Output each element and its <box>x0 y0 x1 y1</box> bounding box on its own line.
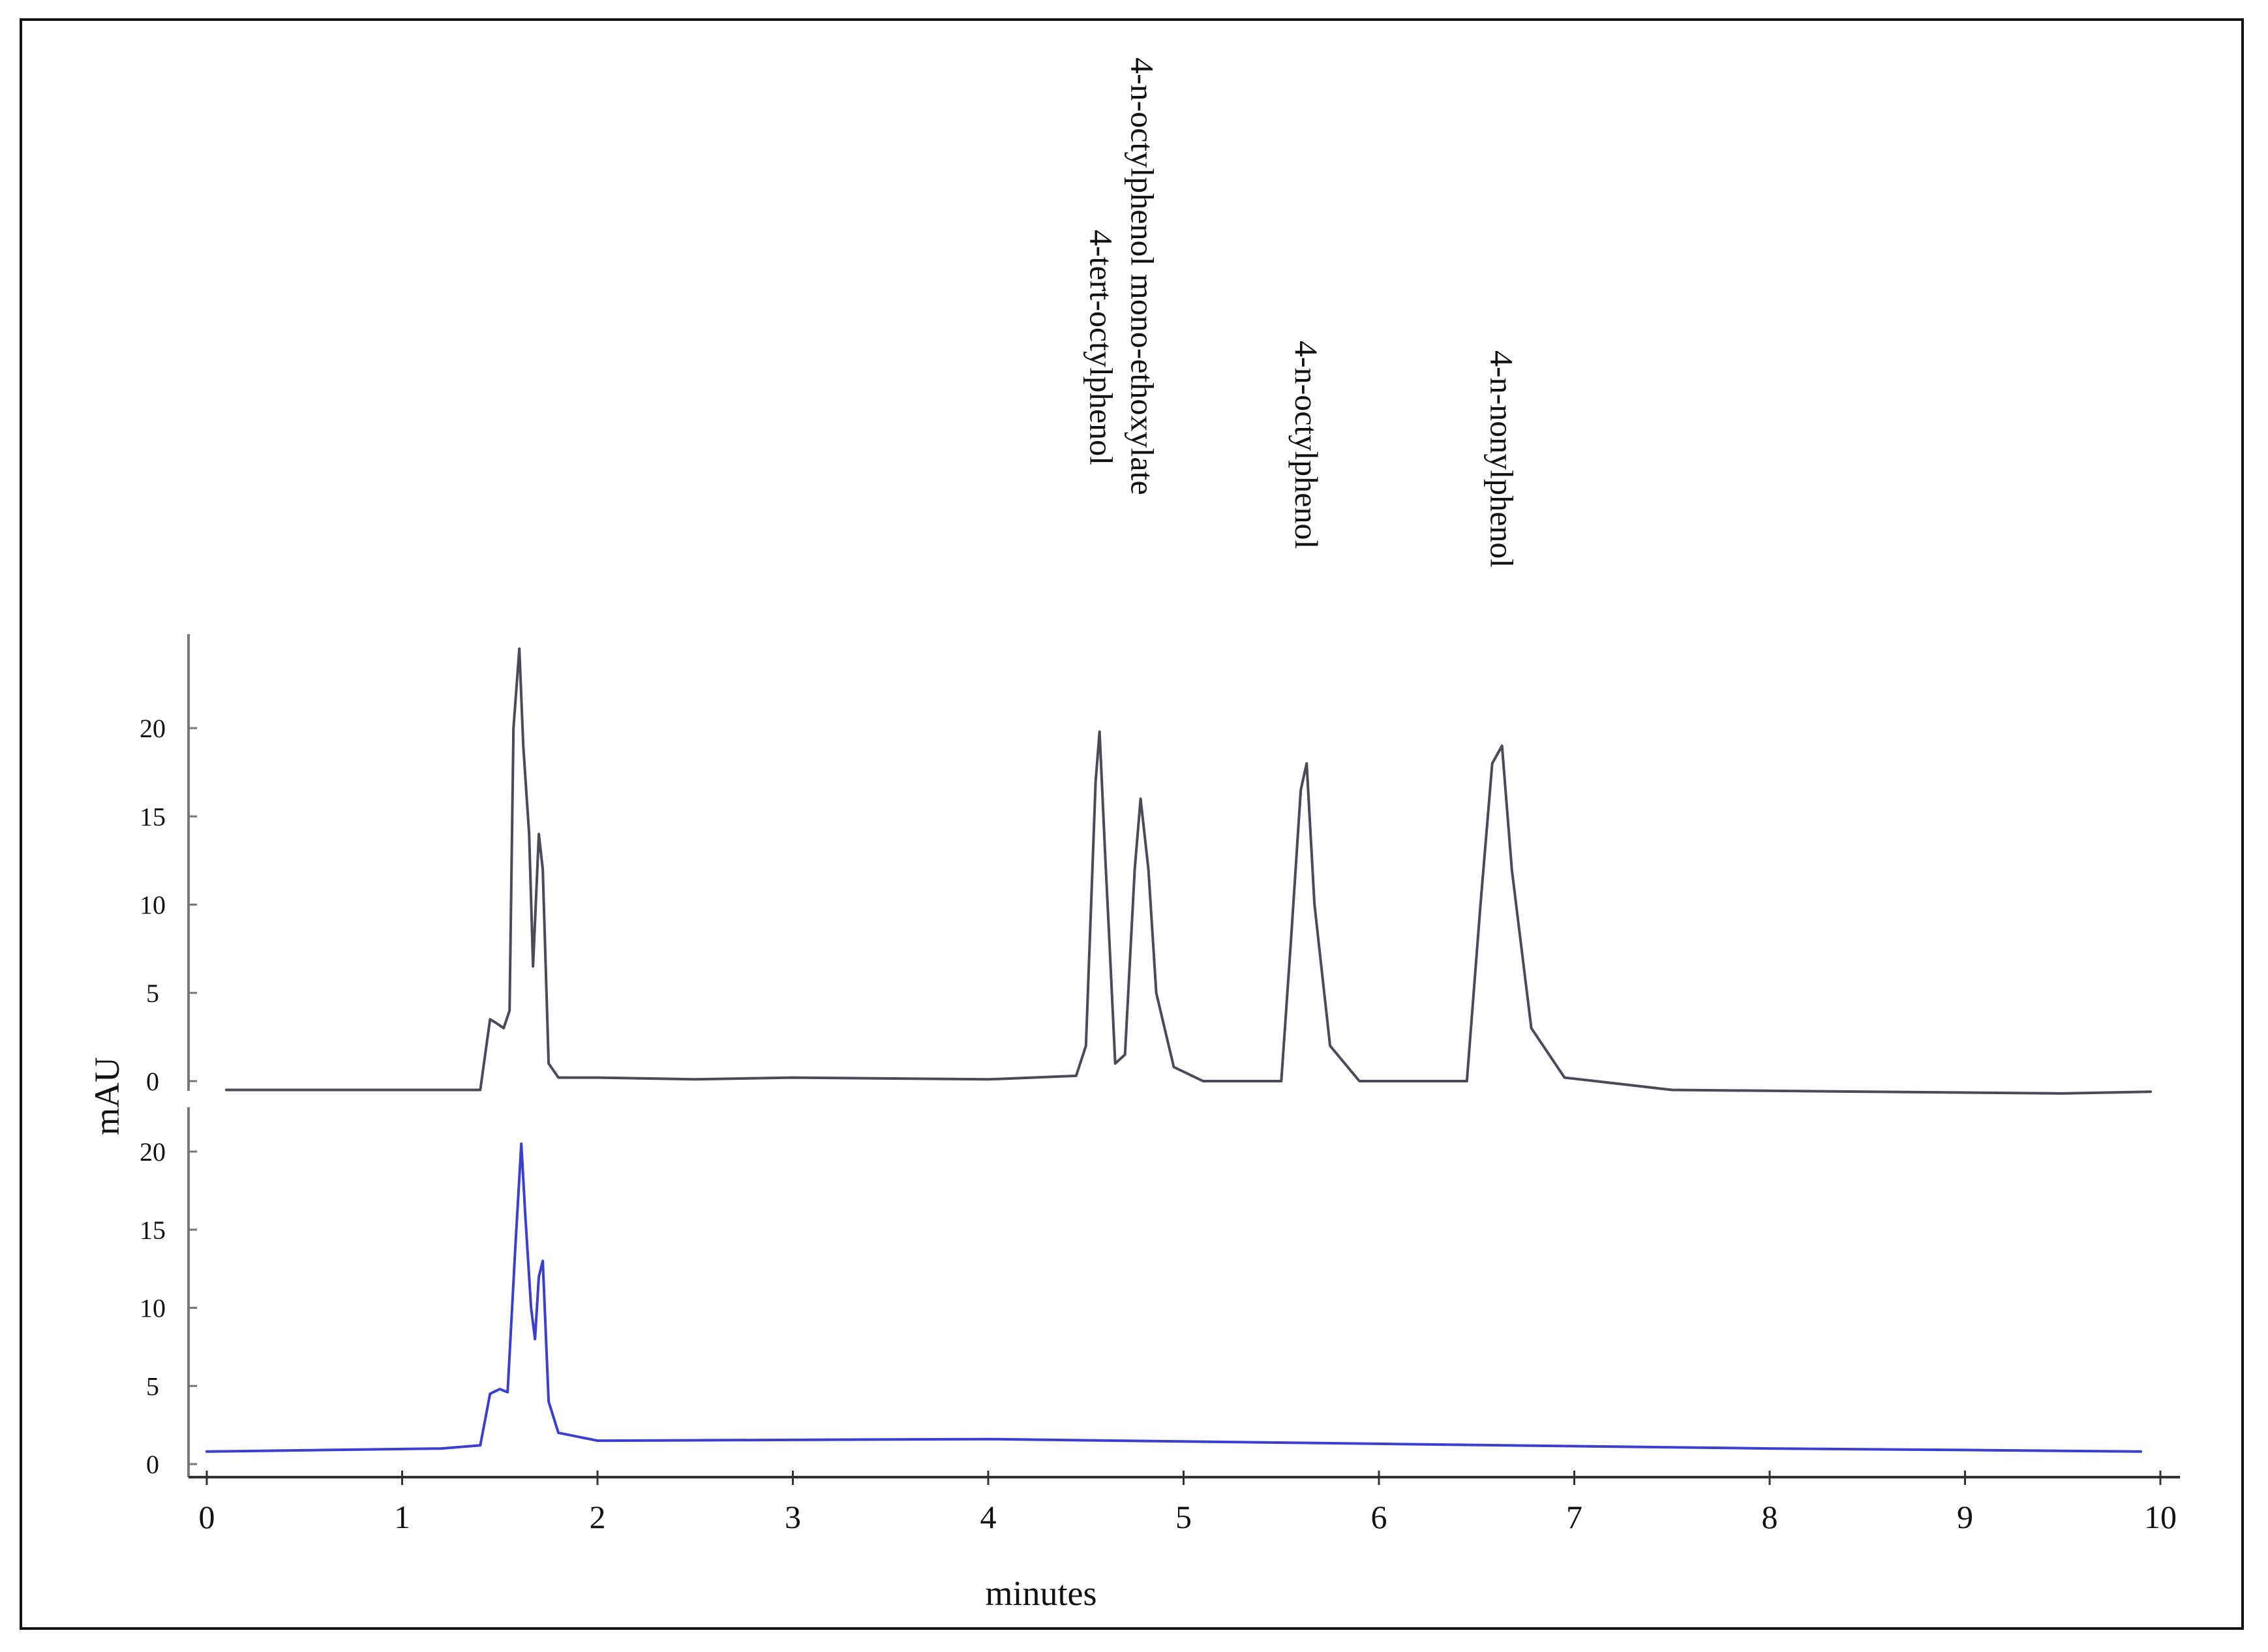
x-tick-label-3: 3 <box>785 1499 801 1535</box>
traces-group <box>205 647 2152 1453</box>
axes-group: 0 5 10 15 20 0 5 10 15 20 0 1 2 3 4 5 6 7 8 9 10 <box>140 634 2180 1535</box>
trace-line-1 <box>224 647 2152 1095</box>
x-tick-label-1: 1 <box>394 1499 410 1535</box>
y-tick-label-2-3: 15 <box>140 1216 166 1245</box>
y-tick-label-1-4: 20 <box>140 714 166 743</box>
x-tick-label-5: 5 <box>1175 1499 1192 1535</box>
x-tick-label-0: 0 <box>199 1499 215 1535</box>
y-axis-title: mAU <box>87 1057 127 1135</box>
x-axis-title: minutes <box>986 1574 1097 1613</box>
x-tick-label-9: 9 <box>1957 1499 1973 1535</box>
peak-label-3: 4-n-octylphenol <box>1288 341 1325 549</box>
peak-label-2: 4-n-octylphenol mono-ethoxylate <box>1125 57 1161 495</box>
y-tick-label-2-0: 0 <box>146 1450 159 1479</box>
peak-label-1: 4-tert-octylphenol <box>1083 230 1120 465</box>
x-tick-label-6: 6 <box>1371 1499 1387 1535</box>
chromatogram-chart: 0 5 10 15 20 0 5 10 15 20 0 1 2 3 4 5 6 7 8 9 10 minutes mAU… <box>87 57 2180 1613</box>
y-tick-label-2-4: 20 <box>140 1137 166 1167</box>
y-tick-label-1-0: 0 <box>146 1067 159 1096</box>
figure-frame: 0 5 10 15 20 0 5 10 15 20 0 1 2 3 4 5 6 7 8 9 10 minutes mAU… <box>20 18 2244 1630</box>
x-tick-label-4: 4 <box>980 1499 997 1535</box>
y-tick-label-1-2: 10 <box>140 891 166 920</box>
labels-group: minutes mAU 4-tert-octylphenol 4-n-octylp… <box>87 57 1520 1613</box>
x-tick-label-2: 2 <box>590 1499 606 1535</box>
x-tick-label-10: 10 <box>2144 1499 2177 1535</box>
x-tick-label-8: 8 <box>1762 1499 1778 1535</box>
peak-label-4: 4-n-nonylphenol <box>1484 350 1520 568</box>
x-tick-label-7: 7 <box>1566 1499 1582 1535</box>
trace-line-2 <box>205 1142 2143 1453</box>
y-tick-label-1-1: 5 <box>146 979 159 1008</box>
y-tick-label-2-1: 5 <box>146 1371 159 1401</box>
y-tick-label-1-3: 15 <box>140 802 166 831</box>
y-tick-label-2-2: 10 <box>140 1294 166 1323</box>
